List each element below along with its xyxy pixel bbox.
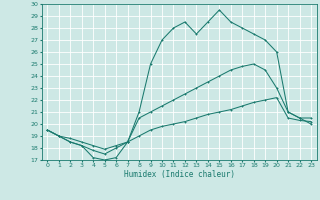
X-axis label: Humidex (Indice chaleur): Humidex (Indice chaleur) [124,170,235,179]
